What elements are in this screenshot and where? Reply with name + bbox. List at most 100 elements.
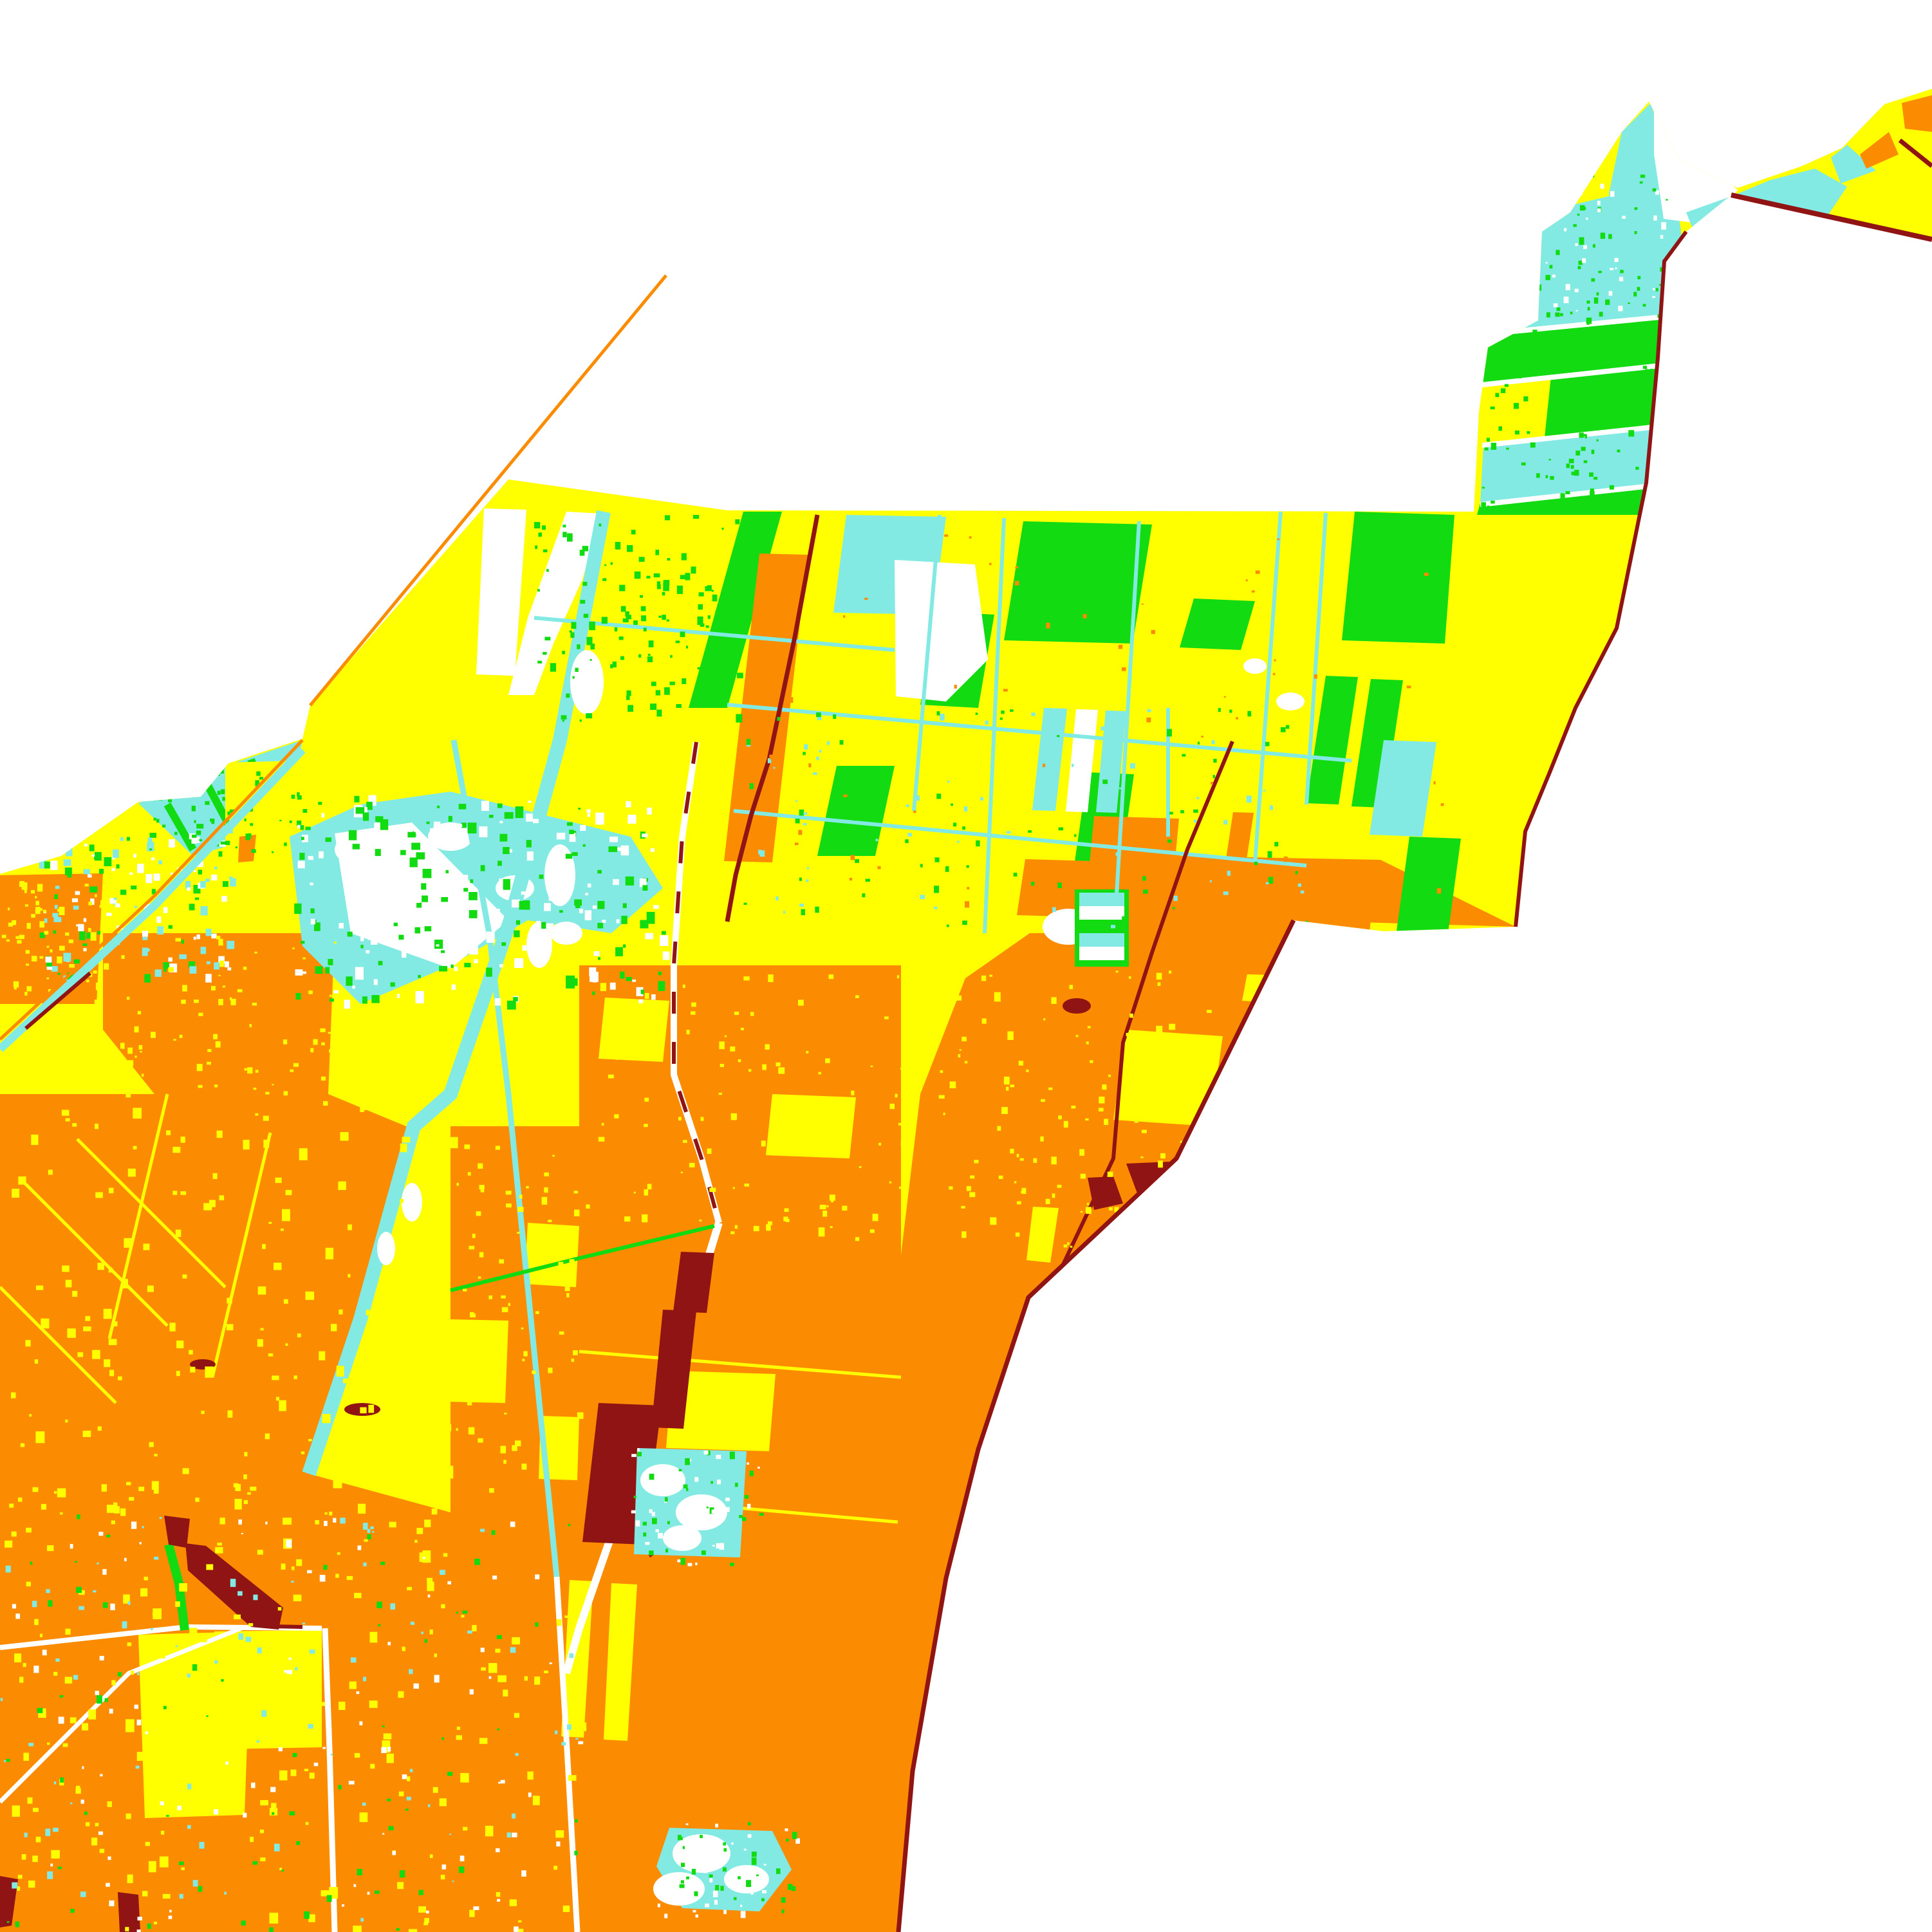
speckle [683, 1484, 688, 1489]
speckle [1590, 491, 1595, 497]
speckle [1514, 361, 1519, 365]
speckle [497, 1675, 506, 1682]
speckle [1128, 976, 1131, 979]
speckle [168, 798, 172, 803]
speckle [363, 1677, 366, 1682]
speckle [319, 1575, 326, 1582]
speckle [646, 911, 655, 924]
speckle [743, 1848, 747, 1851]
speckle [196, 824, 204, 829]
speckle [1518, 375, 1521, 378]
road-darkred-north [725, 514, 820, 922]
speckle [680, 631, 685, 637]
speckle [1493, 342, 1499, 347]
speckle [571, 1420, 577, 1426]
speckle [440, 1570, 445, 1575]
speckle [214, 866, 218, 869]
speckle [111, 1520, 115, 1525]
speckle [125, 1813, 131, 1819]
speckle [295, 969, 303, 976]
speckle [428, 864, 433, 870]
speckle [234, 1498, 242, 1510]
speckle [226, 1324, 234, 1331]
speckle [555, 1830, 564, 1838]
speckle [496, 1635, 502, 1639]
speckle [597, 900, 605, 909]
speckle [599, 523, 602, 526]
speckle [147, 1923, 151, 1929]
speckle [434, 1335, 440, 1339]
speckle [1661, 222, 1666, 230]
speckle [817, 717, 822, 720]
speckle [759, 850, 765, 857]
speckle [82, 1431, 91, 1437]
speckle [230, 1579, 236, 1587]
speckle [505, 1191, 512, 1195]
speckle [75, 1561, 77, 1563]
speckle [620, 971, 625, 979]
speckle [1063, 1244, 1068, 1248]
speckle [543, 652, 547, 655]
speckle [593, 951, 600, 956]
speckle [569, 1653, 574, 1658]
speckle [1564, 228, 1567, 232]
speckle [469, 910, 478, 918]
speckle [1050, 1228, 1054, 1233]
speckle [235, 846, 237, 849]
speckle [434, 1653, 437, 1658]
speckle [737, 673, 743, 678]
speckle [369, 1631, 378, 1643]
speckle [260, 1857, 266, 1862]
speckle [566, 693, 570, 698]
field-green-big [1004, 521, 1152, 644]
speckle [163, 1705, 167, 1709]
speckle [372, 1530, 375, 1533]
speckle [985, 720, 989, 725]
speckle [1130, 763, 1135, 769]
speckle [507, 849, 512, 853]
speckle [510, 1647, 516, 1653]
speckle [685, 573, 691, 581]
speckle [1010, 709, 1014, 712]
speckle [402, 1646, 405, 1651]
speckle [179, 1034, 183, 1038]
speckle [825, 1058, 830, 1063]
speckle [1006, 831, 1011, 834]
speckle [427, 1577, 433, 1583]
speckle [6, 1759, 10, 1762]
speckle [981, 975, 987, 981]
speckle [230, 998, 236, 1006]
speckle [262, 1244, 266, 1249]
speckle [255, 1070, 259, 1073]
speckle [424, 926, 432, 932]
speckle [42, 909, 46, 913]
speckle [990, 1217, 997, 1225]
speckle [1587, 307, 1590, 311]
speckle [1119, 787, 1122, 790]
speckle [791, 1886, 796, 1891]
speckle [369, 1314, 376, 1323]
speckle [700, 1839, 703, 1842]
speckle [1184, 1080, 1187, 1085]
speckle [577, 644, 581, 649]
speckle [335, 1574, 339, 1578]
speckle [528, 1792, 532, 1797]
speckle [575, 1738, 579, 1740]
speckle [582, 844, 586, 847]
speckle [8, 922, 13, 927]
speckle [469, 892, 478, 900]
speckle [434, 1675, 440, 1683]
speckle [976, 840, 980, 847]
speckle [190, 1366, 196, 1373]
speckle [142, 1073, 144, 1077]
speckle [1193, 809, 1198, 813]
speckle [135, 1765, 140, 1769]
speckle [293, 1375, 297, 1380]
speckle [24, 992, 28, 996]
speckle [746, 1880, 752, 1888]
speckle [1021, 1187, 1026, 1194]
speckle [60, 1512, 63, 1515]
speckle [1591, 278, 1595, 282]
speckle [1629, 394, 1634, 398]
